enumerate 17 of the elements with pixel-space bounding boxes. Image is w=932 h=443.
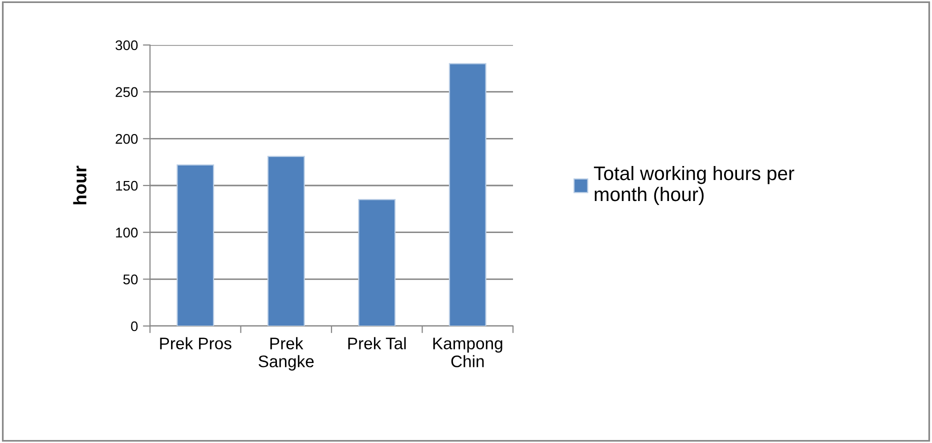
y-tick-label: 100 xyxy=(116,228,138,238)
bar xyxy=(358,198,396,326)
bar xyxy=(176,164,214,326)
y-tick-label: 50 xyxy=(123,274,138,284)
y-tick-label: 250 xyxy=(116,87,138,98)
y-tick-label: 200 xyxy=(116,134,138,144)
y-tick-label: 300 xyxy=(116,40,138,50)
x-tick-label: Prek Tal xyxy=(348,337,406,350)
y-tick-label: 150 xyxy=(116,180,138,191)
x-tick-label: Kampong Chin xyxy=(433,338,502,368)
x-tick-label: Prek Pros xyxy=(160,337,232,350)
bar xyxy=(448,63,486,326)
bar xyxy=(267,156,305,326)
x-tick-label: Prek Sangke xyxy=(258,337,314,371)
legend-label: Total working hours per month (hour) xyxy=(594,166,794,206)
y-tick-label: 0 xyxy=(131,321,138,332)
y-axis-title: hour xyxy=(73,166,86,204)
